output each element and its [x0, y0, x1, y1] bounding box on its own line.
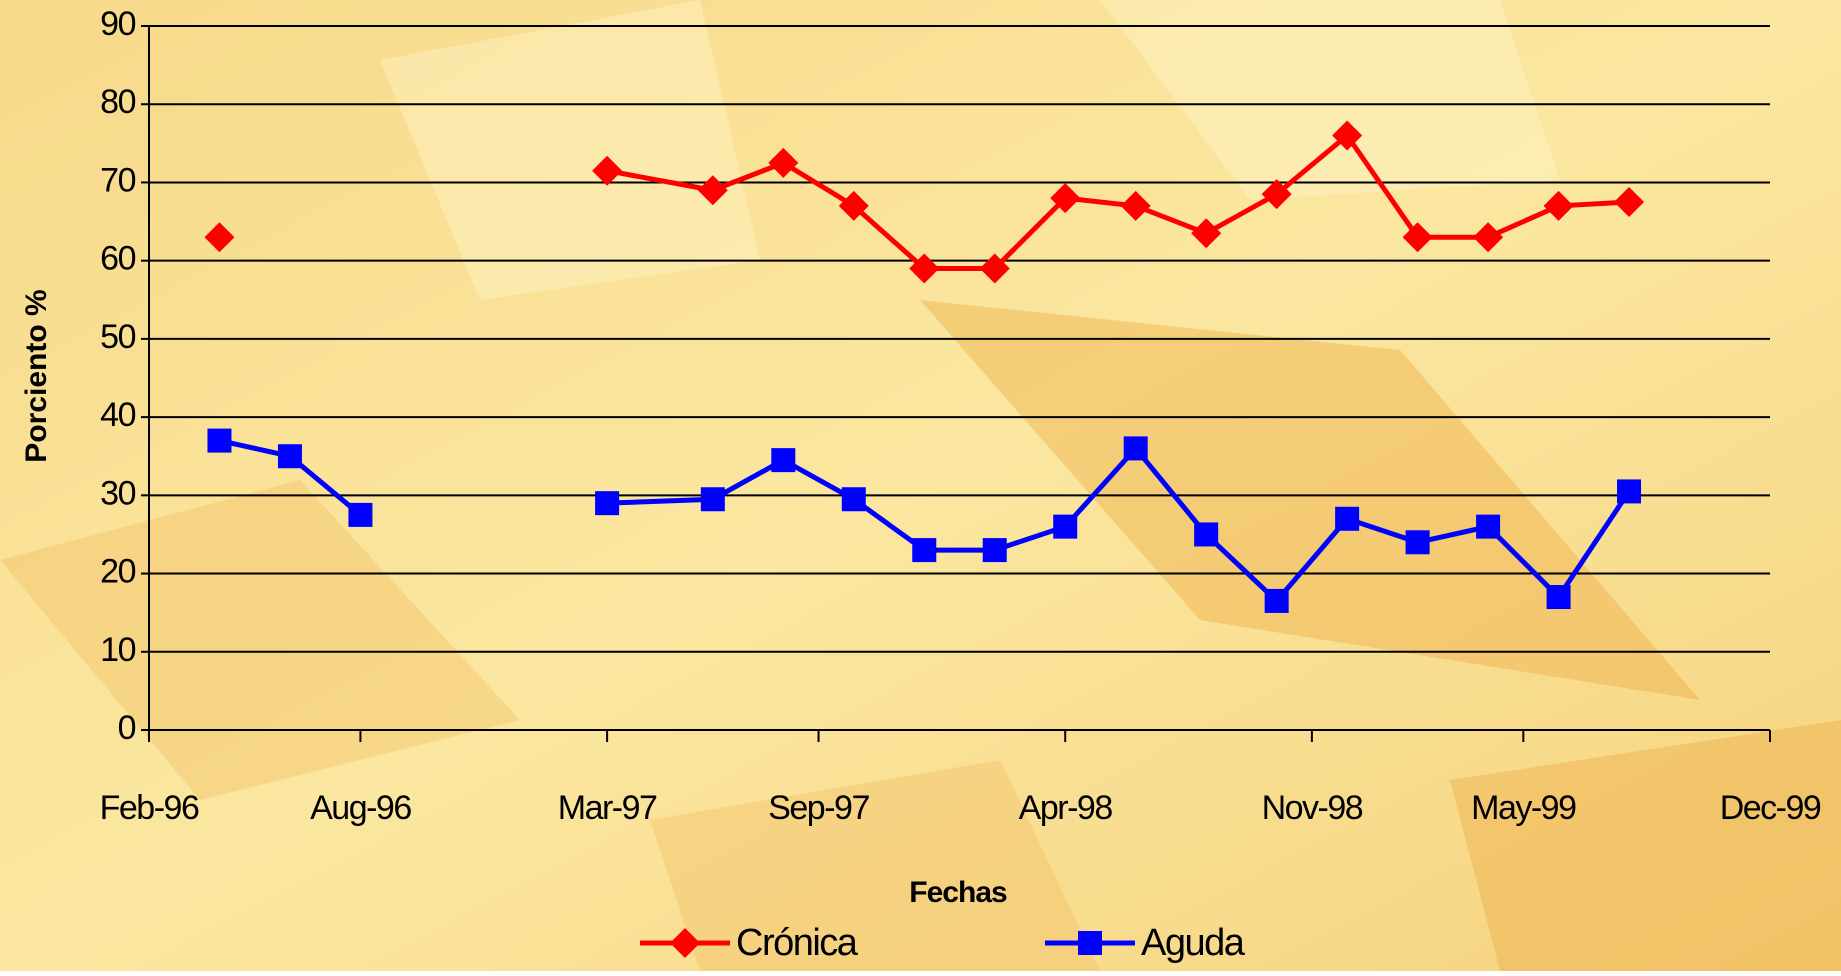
legend-label: Aguda [1141, 922, 1246, 964]
data-point [838, 190, 869, 221]
data-point [912, 538, 937, 563]
y-tick-label: 90 [100, 5, 135, 43]
data-point [697, 175, 728, 206]
data-point [768, 147, 799, 178]
legend-label: Crónica [736, 922, 859, 964]
data-point [979, 253, 1010, 284]
x-tick-label: Nov-98 [1262, 789, 1363, 827]
data-point [1617, 479, 1642, 504]
data-point [1335, 506, 1360, 531]
x-tick-label: Mar-97 [558, 789, 657, 827]
data-point [1191, 218, 1222, 249]
data-point [841, 487, 866, 512]
y-tick-label: 80 [100, 83, 135, 121]
y-tick-label: 10 [100, 631, 135, 669]
data-point [771, 448, 796, 473]
data-point [277, 444, 302, 469]
data-point [592, 155, 623, 186]
data-point [1332, 120, 1363, 151]
y-tick-label: 60 [100, 240, 135, 278]
data-point [1546, 585, 1571, 610]
y-tick-label: 0 [118, 709, 136, 747]
data-point [909, 253, 940, 284]
x-tick-label: Dec-99 [1720, 789, 1821, 827]
data-point [1402, 222, 1433, 253]
y-tick-label: 20 [100, 553, 135, 591]
data-point [1473, 222, 1504, 253]
legend-marker [670, 928, 700, 958]
data-point [1476, 514, 1501, 539]
data-point [348, 502, 373, 527]
y-axis-label: Porciento % [20, 289, 53, 462]
y-tick-label: 30 [100, 474, 135, 512]
data-point [1264, 588, 1289, 613]
x-tick-label: Feb-96 [100, 789, 199, 827]
data-point [1053, 514, 1078, 539]
x-tick-label: Aug-96 [310, 789, 411, 827]
data-point [982, 538, 1007, 563]
y-tick-label: 70 [100, 161, 135, 199]
data-point [1194, 522, 1219, 547]
x-tick-label: Sep-97 [768, 789, 869, 827]
data-point [204, 222, 235, 253]
data-point [1614, 187, 1645, 217]
data-point [595, 491, 620, 516]
data-point [1261, 179, 1292, 210]
data-point [1120, 190, 1151, 221]
x-axis-label: Fechas [909, 876, 1007, 909]
data-point [1050, 183, 1081, 214]
data-point [207, 428, 232, 453]
legend-marker [1078, 931, 1102, 955]
y-tick-label: 50 [100, 318, 135, 356]
x-tick-label: May-99 [1471, 789, 1576, 827]
data-point [700, 487, 725, 512]
data-point [1405, 530, 1430, 555]
x-tick-label: Apr-98 [1019, 789, 1113, 827]
data-point [1543, 190, 1574, 221]
data-point [1123, 436, 1148, 461]
y-tick-label: 40 [100, 396, 135, 434]
